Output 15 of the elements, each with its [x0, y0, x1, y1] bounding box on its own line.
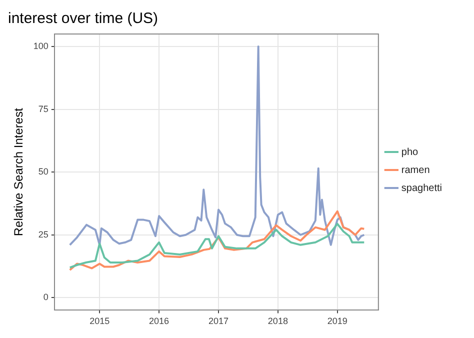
legend-label: spaghetti [401, 182, 442, 194]
y-tick-label: 100 [33, 41, 48, 52]
x-tick-label: 2018 [268, 316, 288, 326]
y-tick-label: 50 [38, 166, 48, 177]
y-tick-label: 0 [43, 292, 48, 302]
legend-label: pho [401, 146, 419, 158]
legend-label: ramen [401, 164, 430, 176]
x-tick-label: 2016 [149, 316, 170, 326]
x-tick-label: 2019 [327, 316, 348, 326]
chart-title: interest over time (US) [8, 10, 158, 28]
y-tick-label: 75 [38, 104, 48, 114]
x-tick-label: 2017 [208, 316, 229, 326]
y-axis-title: Relative Search Interest [12, 107, 26, 236]
y-tick-label: 25 [38, 229, 48, 240]
x-tick-label: 2015 [90, 316, 110, 326]
